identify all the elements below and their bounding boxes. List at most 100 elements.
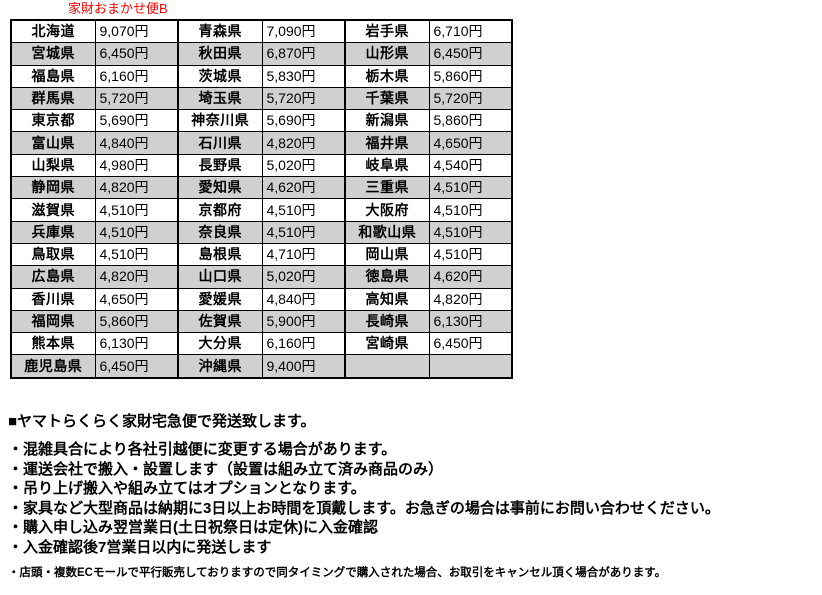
prefecture-cell: 宮崎県 (344, 332, 429, 356)
prefecture-cell: 石川県 (177, 131, 262, 155)
price-cell: 4,620円 (428, 265, 512, 289)
prefecture-cell: 熊本県 (11, 332, 95, 356)
prefecture-cell: 岡山県 (344, 242, 429, 267)
price-cell: 5,900円 (261, 309, 345, 334)
prefecture-cell: 千葉県 (344, 86, 429, 111)
price-cell: 4,650円 (94, 287, 178, 311)
prefecture-cell: 宮城県 (11, 42, 95, 66)
price-cell: 5,720円 (94, 86, 178, 111)
price-cell: 5,860円 (428, 64, 512, 88)
price-cell: 6,450円 (94, 354, 178, 379)
price-cell: 4,840円 (94, 131, 178, 155)
price-cell: 6,130円 (428, 309, 512, 334)
price-cell: 4,510円 (94, 198, 178, 222)
table-row: 群馬県 5,720円 埼玉県 5,720円 千葉県 5,720円 (11, 86, 512, 111)
table-row: 滋賀県 4,510円 京都府 4,510円 大阪府 4,510円 (11, 198, 512, 222)
price-cell: 5,860円 (94, 309, 178, 334)
table-row: 熊本県 6,130円 大分県 6,160円 宮崎県 6,450円 (11, 332, 512, 356)
prefecture-cell: 長崎県 (344, 309, 429, 334)
shipping-fee-table-container: 北海道 9,070円 青森県 7,090円 岩手県 6,710円 宮城県 6,450円 秋田県 6… (10, 19, 513, 379)
price-cell: 6,450円 (428, 42, 512, 66)
prefecture-cell: 和歌山県 (344, 220, 429, 244)
price-cell: 5,690円 (94, 109, 178, 133)
prefecture-cell: 青森県 (177, 19, 262, 44)
prefecture-cell: 秋田県 (177, 42, 262, 66)
prefecture-cell: 神奈川県 (177, 109, 262, 133)
table-row: 東京都 5,690円 神奈川県 5,690円 新潟県 5,860円 (11, 109, 512, 133)
prefecture-cell: 滋賀県 (11, 198, 95, 222)
prefecture-cell: 兵庫県 (11, 220, 95, 244)
prefecture-cell: 茨城県 (177, 64, 262, 88)
prefecture-cell: 愛媛県 (177, 287, 262, 311)
table-row: 富山県 4,840円 石川県 4,820円 福井県 4,650円 (11, 131, 512, 155)
prefecture-cell: 埼玉県 (177, 86, 262, 111)
prefecture-cell: 沖縄県 (177, 354, 262, 379)
price-cell: 9,070円 (94, 19, 178, 44)
notes-fine-print: ・店頭・複数ECモールで平行販売しておりますので同タイミングで購入された場合、お… (8, 567, 667, 579)
prefecture-cell (344, 354, 429, 379)
table-row: 広島県 4,820円 山口県 5,020円 徳島県 4,620円 (11, 265, 512, 289)
prefecture-cell: 大分県 (177, 332, 262, 356)
prefecture-cell: 鳥取県 (11, 242, 95, 267)
price-cell: 6,870円 (261, 42, 345, 66)
price-cell: 5,020円 (261, 265, 345, 289)
notes-line: ・混雑具合により各社引越便に変更する場合があります。 (8, 441, 397, 458)
prefecture-cell: 香川県 (11, 287, 95, 311)
prefecture-cell: 佐賀県 (177, 309, 262, 334)
price-cell: 4,540円 (428, 153, 512, 178)
notes-line: ・購入申し込み翌営業日(土日祝祭日は定休)に入金確認 (8, 519, 378, 536)
price-cell: 4,510円 (428, 198, 512, 222)
price-cell: 4,510円 (94, 242, 178, 267)
table-row: 鹿児島県 6,450円 沖縄県 9,400円 (11, 354, 512, 379)
price-cell: 4,510円 (428, 242, 512, 267)
table-row: 宮城県 6,450円 秋田県 6,870円 山形県 6,450円 (11, 42, 512, 66)
price-cell: 4,980円 (94, 153, 178, 178)
page-title: 家財おまかせ便B (68, 1, 168, 16)
prefecture-cell: 徳島県 (344, 265, 429, 289)
price-cell: 9,400円 (261, 354, 345, 379)
prefecture-cell: 福島県 (11, 64, 95, 88)
price-cell: 4,820円 (261, 131, 345, 155)
price-cell: 6,130円 (94, 332, 178, 356)
prefecture-cell: 栃木県 (344, 64, 429, 88)
price-cell: 4,510円 (261, 198, 345, 222)
table-row: 静岡県 4,820円 愛知県 4,620円 三重県 4,510円 (11, 176, 512, 200)
table-row: 鳥取県 4,510円 島根県 4,710円 岡山県 4,510円 (11, 242, 512, 267)
price-cell: 6,160円 (261, 332, 345, 356)
prefecture-cell: 京都府 (177, 198, 262, 222)
notes-line: ・入金確認後7営業日以内に発送します (8, 538, 272, 556)
price-cell: 4,510円 (261, 220, 345, 244)
shipping-notes: ■ヤマトらくらく家財宅急便で発送致します。 ・混雑具合により各社引越便に変更する… (8, 412, 808, 581)
prefecture-cell: 静岡県 (11, 176, 95, 200)
price-cell: 4,820円 (94, 176, 178, 200)
table-row: 兵庫県 4,510円 奈良県 4,510円 和歌山県 4,510円 (11, 220, 512, 244)
prefecture-cell: 東京都 (11, 109, 95, 133)
notes-line-list: ・混雑具合により各社引越便に変更する場合があります。・運送会社で搬入・設置します… (8, 440, 808, 557)
price-cell: 4,510円 (94, 220, 178, 244)
price-cell: 5,720円 (428, 86, 512, 111)
price-cell: 4,840円 (261, 287, 345, 311)
price-cell: 5,690円 (261, 109, 345, 133)
price-cell: 6,160円 (94, 64, 178, 88)
prefecture-cell: 島根県 (177, 242, 262, 267)
price-cell: 6,450円 (428, 332, 512, 356)
prefecture-cell: 福井県 (344, 131, 429, 155)
prefecture-cell: 群馬県 (11, 86, 95, 111)
prefecture-cell: 大阪府 (344, 198, 429, 222)
prefecture-cell: 福岡県 (11, 309, 95, 334)
prefecture-cell: 長野県 (177, 153, 262, 178)
price-cell: 5,830円 (261, 64, 345, 88)
prefecture-cell: 愛知県 (177, 176, 262, 200)
notes-line: ・運送会社で搬入・設置します（設置は組み立て済み商品のみ） (8, 460, 444, 478)
price-cell: 4,510円 (428, 176, 512, 200)
table-row: 北海道 9,070円 青森県 7,090円 岩手県 6,710円 (11, 19, 512, 44)
shipping-fee-table: 北海道 9,070円 青森県 7,090円 岩手県 6,710円 宮城県 6,450円 秋田県 6… (10, 19, 513, 379)
prefecture-cell: 北海道 (11, 19, 95, 44)
prefecture-cell: 山口県 (177, 265, 262, 289)
price-cell: 6,710円 (428, 19, 512, 44)
prefecture-cell: 鹿児島県 (11, 354, 95, 379)
prefecture-cell: 広島県 (11, 265, 95, 289)
price-cell: 6,450円 (94, 42, 178, 66)
price-cell: 7,090円 (261, 19, 345, 44)
table-row: 山梨県 4,980円 長野県 5,020円 岐阜県 4,540円 (11, 153, 512, 178)
